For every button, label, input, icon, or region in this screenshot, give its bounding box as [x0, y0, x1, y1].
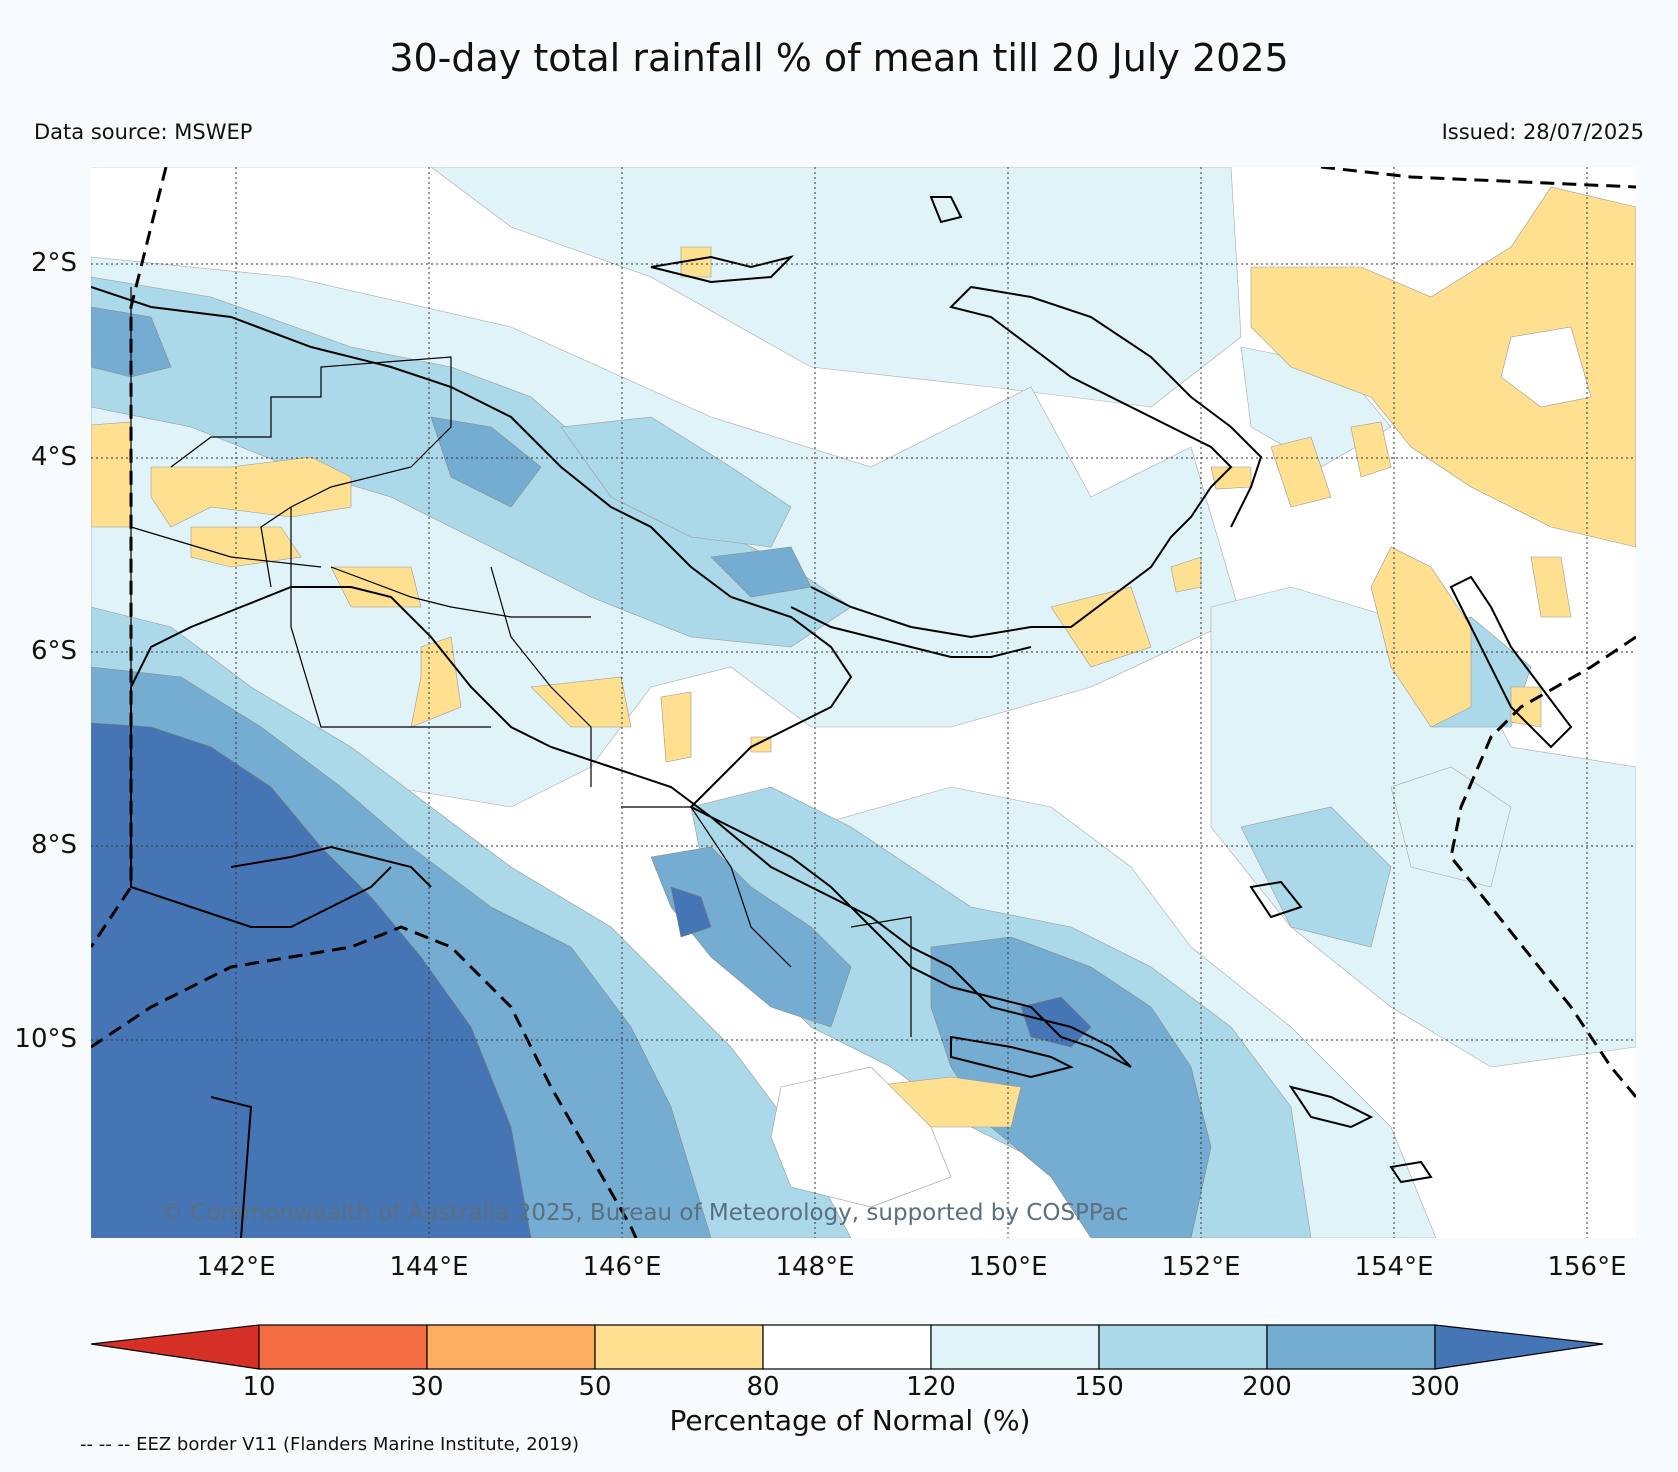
- lat-label-2s: 2°S: [30, 248, 77, 278]
- rainfall-normal-pocket-south: [770, 1066, 952, 1208]
- issued-date-label: Issued: 28/07/2025: [1441, 120, 1644, 144]
- colorbar-tick-300: 300: [1410, 1372, 1460, 1402]
- colorbar-segment-0: [91, 1324, 260, 1370]
- colorbar-tick-30: 30: [410, 1372, 444, 1402]
- map-canvas: [91, 167, 1636, 1238]
- rainfall-normal-pocket: [1500, 326, 1592, 408]
- lat-label-6s: 6°S: [30, 636, 77, 666]
- lon-label-150e: 150°E: [968, 1252, 1048, 1282]
- lat-label-8s: 8°S: [30, 830, 77, 860]
- colorbar-tick-150: 150: [1074, 1372, 1124, 1402]
- lat-label-10s: 10°S: [14, 1024, 77, 1054]
- lon-label-152e: 152°E: [1161, 1252, 1241, 1282]
- eez-legend-note: -- -- -- EEZ border V11 (Flanders Marine…: [80, 1434, 580, 1455]
- colorbar-title: Percentage of Normal (%): [669, 1404, 1031, 1437]
- colorbar: [91, 1324, 1604, 1370]
- graticule: [91, 167, 1636, 1238]
- colorbar-tick-50: 50: [578, 1372, 612, 1402]
- lon-label-148e: 148°E: [775, 1252, 855, 1282]
- map-title: 30-day total rainfall % of mean till 20 …: [389, 36, 1289, 80]
- colorbar-segment-7: [1266, 1324, 1436, 1370]
- colorbar-segment-1: [258, 1324, 428, 1370]
- lon-label-156e: 156°E: [1547, 1252, 1627, 1282]
- colorbar-segment-5: [930, 1324, 1100, 1370]
- colorbar-segment-3: [594, 1324, 764, 1370]
- rainfall-80-region: [91, 186, 1636, 1128]
- colorbar-segment-6: [1098, 1324, 1268, 1370]
- lon-label-146e: 146°E: [582, 1252, 662, 1282]
- lon-label-154e: 154°E: [1354, 1252, 1434, 1282]
- colorbar-tick-80: 80: [746, 1372, 780, 1402]
- eez-borders: [91, 167, 1636, 1238]
- data-source-label: Data source: MSWEP: [34, 120, 253, 144]
- colorbar-segment-4: [762, 1324, 932, 1370]
- colorbar-tick-120: 120: [906, 1372, 956, 1402]
- colorbar-tick-200: 200: [1242, 1372, 1292, 1402]
- rainfall-above-300-region: [91, 722, 1092, 1238]
- coastlines: [91, 196, 1573, 1238]
- copyright-text: © Commonwealth of Australia 2025, Bureau…: [160, 1200, 1129, 1226]
- colorbar-tick-10: 10: [242, 1372, 276, 1402]
- colorbar-segment-2: [426, 1324, 596, 1370]
- colorbar-segment-8: [1434, 1324, 1604, 1370]
- lon-label-144e: 144°E: [389, 1252, 469, 1282]
- rainfall-map: [91, 167, 1636, 1238]
- lat-label-4s: 4°S: [30, 442, 77, 472]
- lon-label-142e: 142°E: [196, 1252, 276, 1282]
